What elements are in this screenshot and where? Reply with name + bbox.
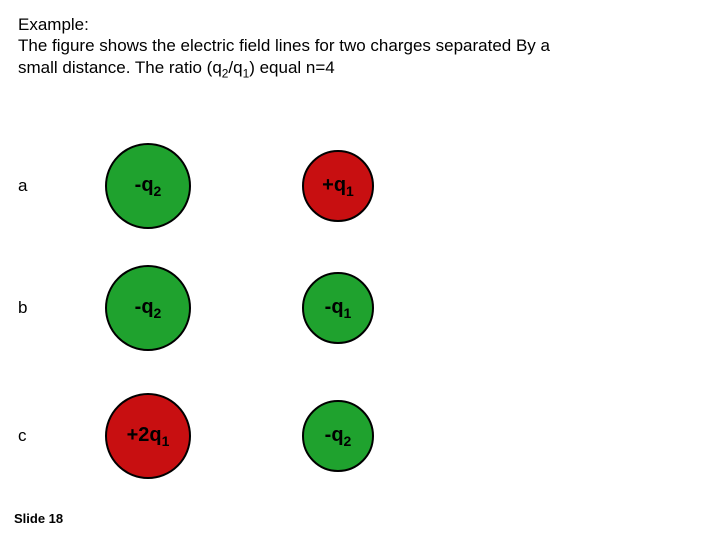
charge-prefix: -q <box>325 296 344 318</box>
row-label-b: b <box>18 298 27 318</box>
charge-sub: 2 <box>154 305 162 321</box>
slide-number: Slide 18 <box>14 511 63 526</box>
charge-label-b-left: -q2 <box>135 296 162 321</box>
text-line3a: small distance. The ratio (q <box>18 58 222 77</box>
problem-text: Example: The figure shows the electric f… <box>18 14 658 81</box>
slide-page: Example: The figure shows the electric f… <box>0 0 720 540</box>
charge-sub: 1 <box>346 183 354 199</box>
row-label-c: c <box>18 426 27 446</box>
row-label-a: a <box>18 176 27 196</box>
text-line3b: /q <box>228 58 242 77</box>
charge-b-right: -q1 <box>302 272 374 344</box>
charge-prefix: -q <box>135 296 154 318</box>
charge-prefix: +2q <box>127 424 162 446</box>
charge-sub: 1 <box>344 305 352 321</box>
text-line2: The figure shows the electric field line… <box>18 36 550 55</box>
charge-b-left: -q2 <box>105 265 191 351</box>
charge-prefix: +q <box>322 174 346 196</box>
text-line3c: ) equal n=4 <box>249 58 335 77</box>
charge-a-right: +q1 <box>302 150 374 222</box>
charge-label-c-left: +2q1 <box>127 424 170 449</box>
charge-sub: 2 <box>344 433 352 449</box>
charge-label-a-left: -q2 <box>135 174 162 199</box>
charge-label-a-right: +q1 <box>322 174 354 199</box>
charge-label-b-right: -q1 <box>325 296 352 321</box>
charge-sub: 1 <box>162 433 170 449</box>
text-line1: Example: <box>18 15 89 34</box>
charge-c-left: +2q1 <box>105 393 191 479</box>
charge-prefix: -q <box>135 174 154 196</box>
charge-c-right: -q2 <box>302 400 374 472</box>
charge-label-c-right: -q2 <box>325 424 352 449</box>
charge-a-left: -q2 <box>105 143 191 229</box>
charge-sub: 2 <box>154 183 162 199</box>
charge-prefix: -q <box>325 424 344 446</box>
